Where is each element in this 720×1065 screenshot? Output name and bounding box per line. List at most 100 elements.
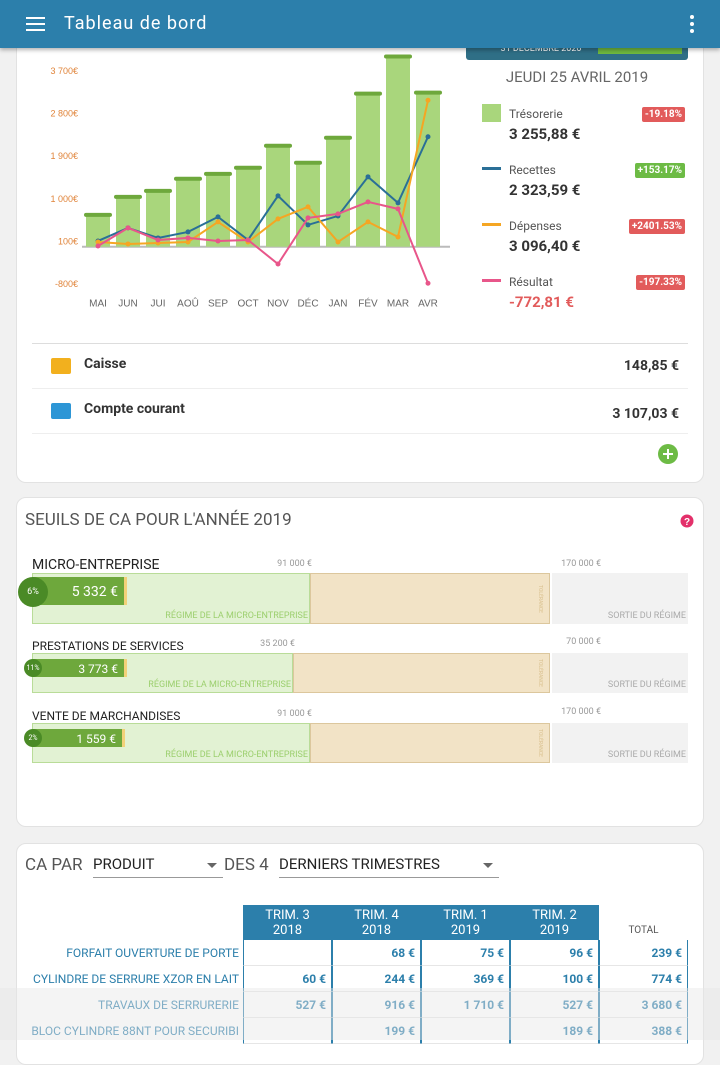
column-year: 2018 <box>361 923 392 938</box>
column-header: TRIM. 3 2018 <box>243 905 332 940</box>
bar <box>326 137 350 247</box>
app-bar: Tableau de bord <box>0 0 720 48</box>
y-tick-label: 3 700€ <box>50 66 78 76</box>
account-balance: 3 107,03 € <box>612 406 679 422</box>
bar <box>116 196 140 247</box>
zone-label: RÉGIME DE LA MICRO-ENTREPRISE <box>165 611 308 621</box>
bar-cap <box>264 143 292 148</box>
point <box>395 234 401 240</box>
current-date: JEUDI 25 AVRIL 2019 <box>505 68 649 86</box>
legend-name: Résultat <box>509 275 553 289</box>
point <box>215 219 221 225</box>
table-cell <box>243 940 332 966</box>
point <box>305 215 311 221</box>
group-select[interactable]: PRODUIT <box>93 855 223 878</box>
zone-label: RÉGIME DE LA MICRO-ENTREPRISE <box>165 750 308 760</box>
column-header: TRIM. 4 2018 <box>332 905 421 940</box>
zone-label: RÉGIME DE LA MICRO-ENTREPRISE <box>148 680 291 690</box>
table-cell: 75 € <box>421 940 510 966</box>
bar <box>386 56 410 247</box>
exit-label: SORTIE DU RÉGIME <box>607 750 686 760</box>
column-year: 2018 <box>272 923 303 938</box>
x-tick-label: MAI <box>89 299 107 310</box>
legend-amount: 3 255,88 € <box>509 125 581 143</box>
x-tick-label: DÉC <box>297 297 318 310</box>
row-label: TRAVAUX DE SERRURERIE <box>98 998 239 1012</box>
point <box>335 239 341 245</box>
add-button[interactable] <box>657 443 679 465</box>
progress-amount: 3 773 € <box>78 662 118 676</box>
bar-cap <box>384 54 412 59</box>
y-tick-label: 2 800€ <box>50 109 78 119</box>
limit-label: 91 000 € <box>277 559 312 569</box>
point <box>95 239 101 245</box>
legend-swatch <box>482 223 501 226</box>
exit-zone <box>552 573 688 624</box>
bar <box>416 92 440 247</box>
change-badge: +153.17% <box>634 163 685 178</box>
menu-icon[interactable] <box>25 15 47 33</box>
x-tick-label: NOV <box>267 299 289 310</box>
progress <box>32 659 127 677</box>
row-label: CYLINDRE DE SERRURE XZOR EN LAIT <box>33 972 239 986</box>
account-icon <box>51 358 71 374</box>
point <box>215 214 221 220</box>
tolerance-label: TOLÉRANCE <box>537 729 543 757</box>
exit-zone <box>552 653 688 693</box>
chart: 3 700€ 2 800€ 1 900€ 1 000€ 100€ -800€ MAI JUN J… <box>50 54 450 310</box>
bar-cap <box>324 135 352 140</box>
x-tick-label: SEP <box>208 299 228 310</box>
total-cell: 239 € <box>599 940 688 966</box>
app-title: Tableau de bord <box>64 13 208 34</box>
x-tick-label: FÉV <box>358 297 378 310</box>
tolerance-limit-label: 170 000 € <box>561 559 601 569</box>
table-cell: 1 710 € <box>421 992 510 1018</box>
legend-name: Trésorerie <box>509 107 563 121</box>
point <box>395 206 401 212</box>
point <box>95 243 101 249</box>
percent-badge: 2% <box>24 729 42 747</box>
y-tick-label: 1 000€ <box>50 194 78 204</box>
x-tick-label: AOÛ <box>177 297 199 310</box>
ca-prefix: CA PAR <box>25 855 83 875</box>
exit-label: SORTIE DU RÉGIME <box>607 680 686 690</box>
point <box>335 211 341 217</box>
point <box>275 216 281 222</box>
limit-label: 35 200 € <box>260 639 295 649</box>
point <box>365 174 371 180</box>
percent-badge: 11% <box>24 659 42 677</box>
column-year: 2019 <box>450 923 481 938</box>
help-icon[interactable]: ? <box>680 514 694 528</box>
legend-amount: -772,81 € <box>509 293 574 311</box>
caret <box>483 863 493 873</box>
line <box>97 200 429 284</box>
row-label: FORFAIT OUVERTURE DE PORTE <box>66 946 239 960</box>
period-select[interactable]: DERNIERS TRIMESTRES <box>279 855 499 878</box>
point <box>185 229 191 235</box>
more-icon[interactable] <box>686 14 698 34</box>
exit-zone <box>552 723 688 763</box>
line <box>97 136 429 242</box>
total-cell: 774 € <box>599 966 688 992</box>
point <box>395 200 401 206</box>
bar-cap <box>174 176 202 181</box>
range-end: 31 DÉCEMBRE 2020 <box>500 44 582 54</box>
column-quarter: TRIM. 1 <box>443 908 488 923</box>
tolerance-limit-label: 70 000 € <box>566 637 601 647</box>
threshold-name: MICRO-ENTREPRISE <box>32 557 160 573</box>
column-quarter: TRIM. 2 <box>532 908 577 923</box>
change-badge: -197.33% <box>636 275 685 290</box>
legend-swatch <box>482 279 501 282</box>
row-label: BLOC CYLINDRE 88NT POUR SECURIBI <box>31 1024 239 1038</box>
tolerance-zone <box>293 653 550 693</box>
tolerance-zone <box>310 573 550 624</box>
tolerance-limit-label: 170 000 € <box>561 707 601 717</box>
legend-swatch <box>482 167 501 170</box>
progress <box>32 729 125 747</box>
x-tick-label: JUI <box>151 299 166 310</box>
table-cell <box>243 1018 332 1044</box>
bar-cap <box>204 171 232 176</box>
point <box>125 241 131 247</box>
summary-panel: 31 DÉCEMBRE 2020 JEUDI 25 AVRIL 2019 Tré… <box>466 0 688 320</box>
progress-amount: 5 332 € <box>71 584 118 600</box>
